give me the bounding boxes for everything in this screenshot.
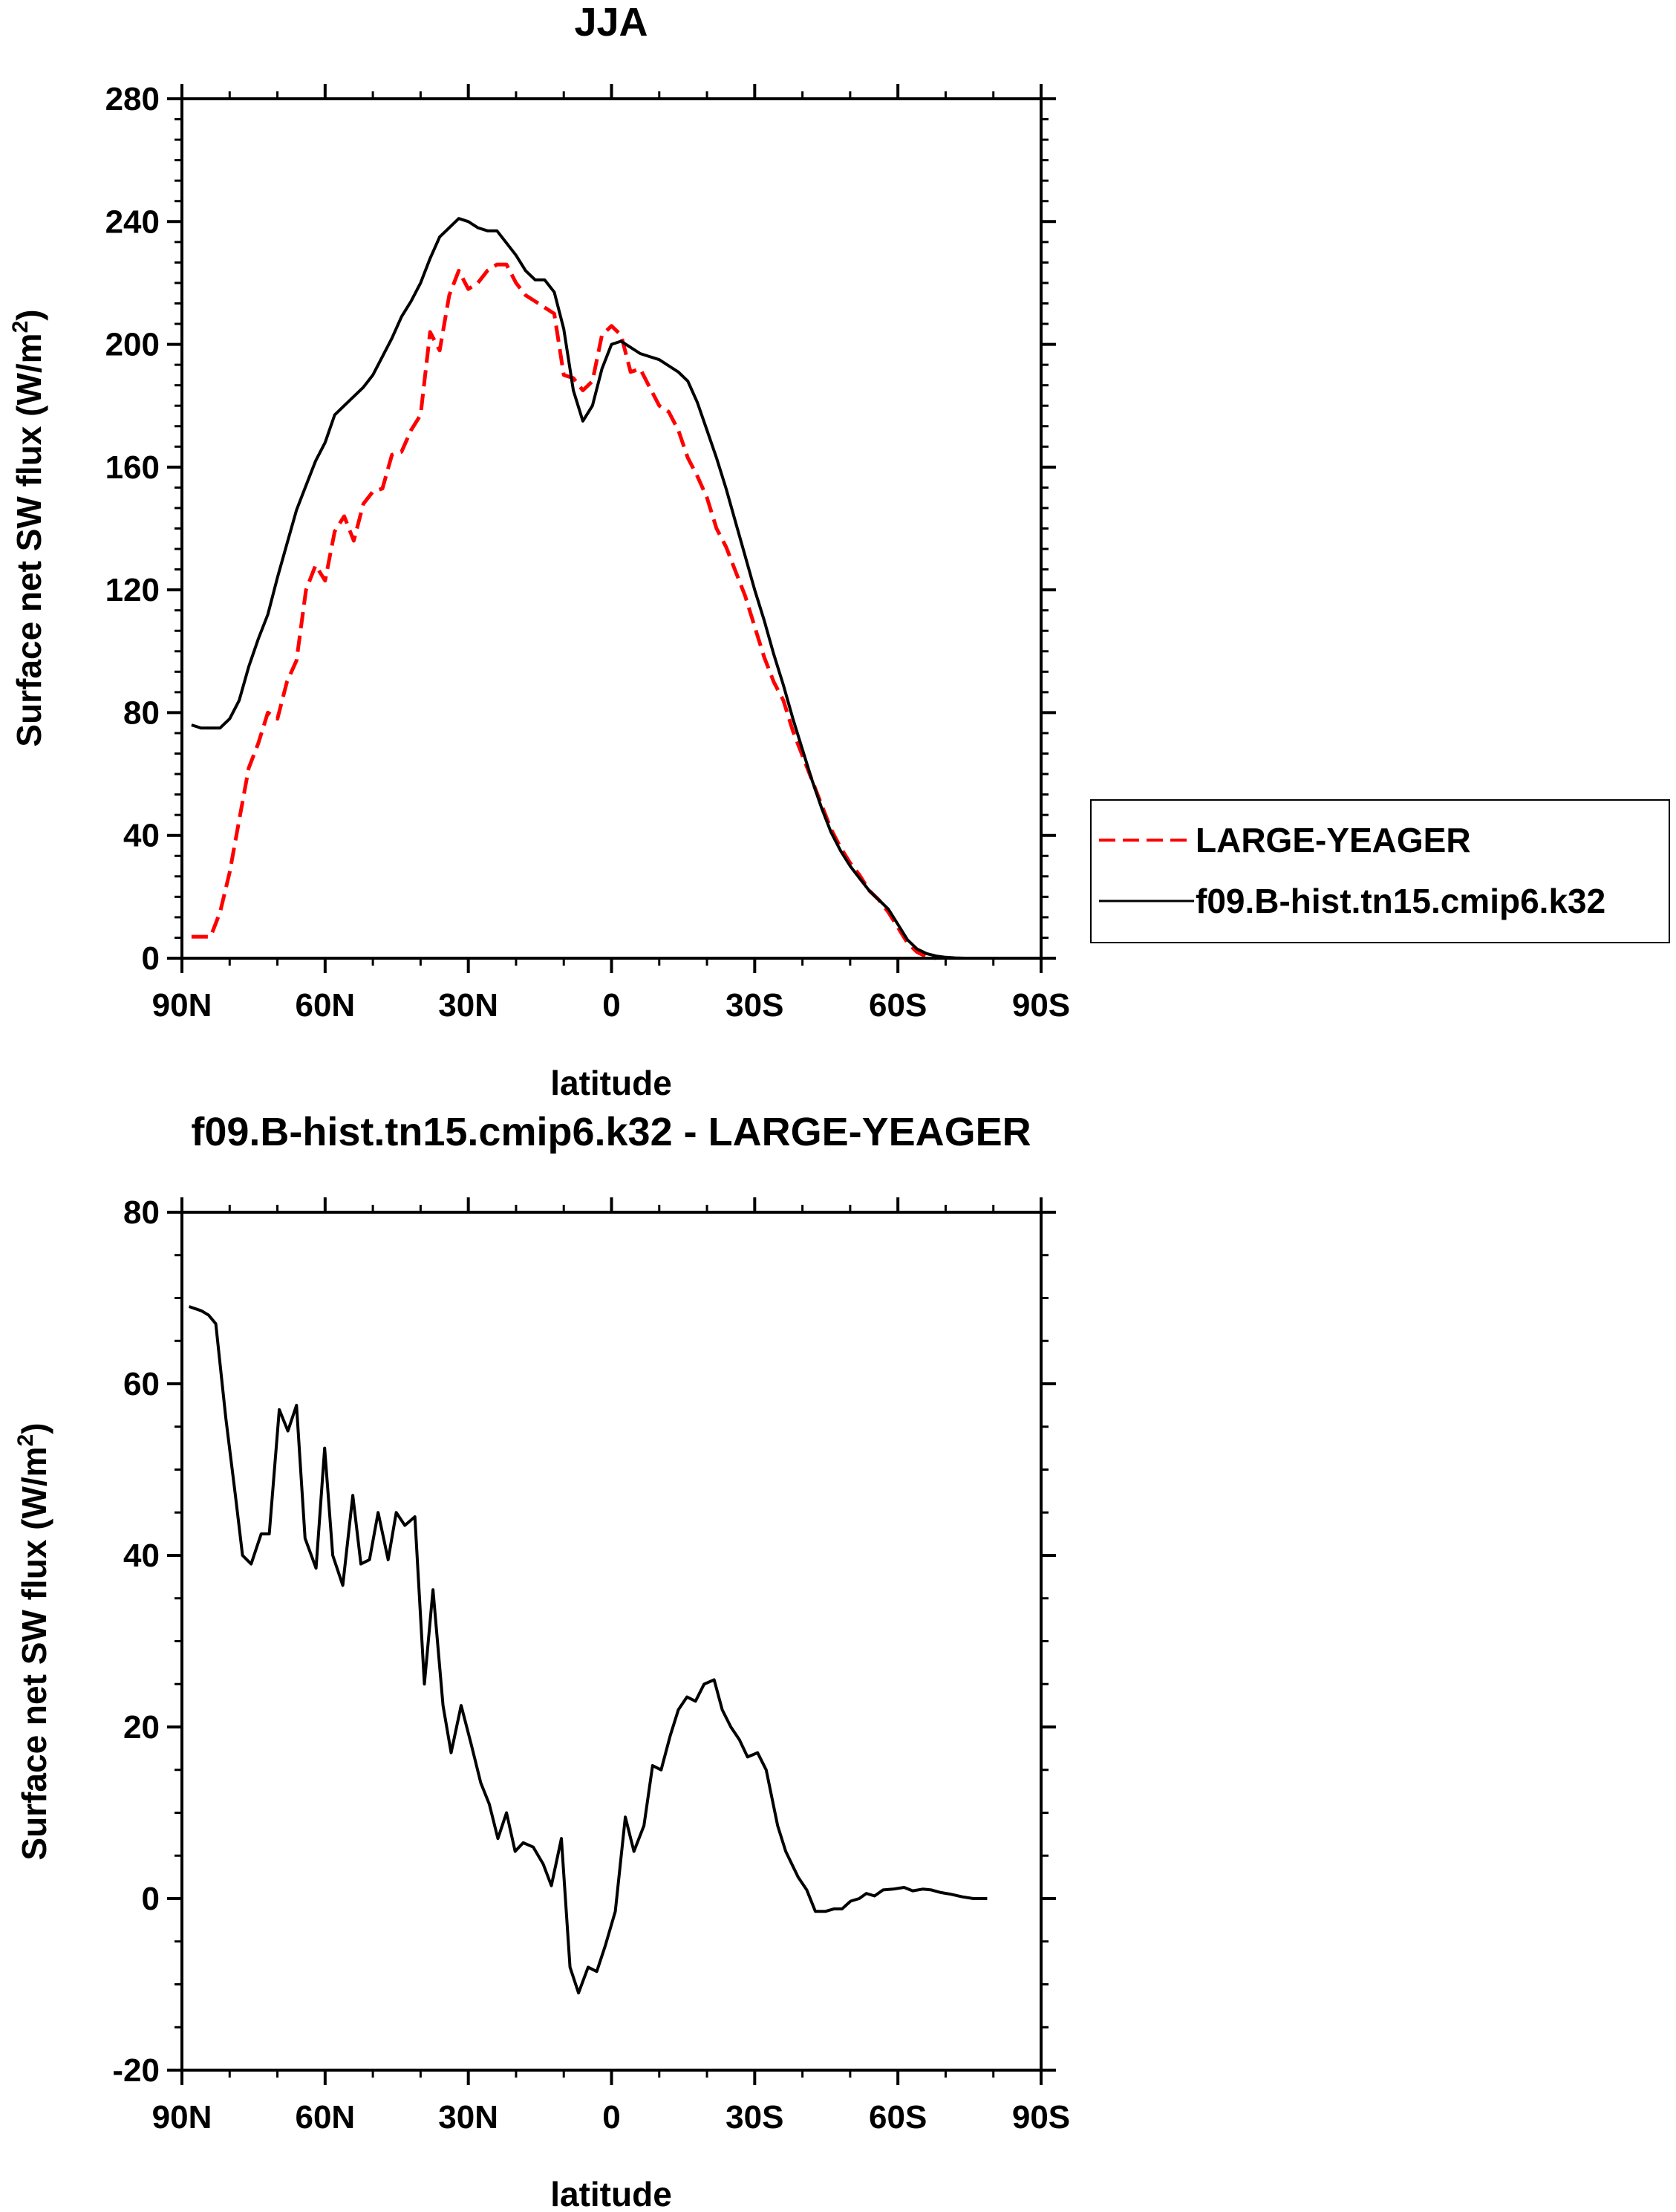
y-tick-label: 0 [142,1881,160,1917]
y-tick-label: 200 [105,327,160,363]
bottom-y-axis-title-close: ) [15,1422,53,1434]
x-tick-label: 30N [438,2099,498,2135]
series-line-large-yeager [191,262,937,960]
bottom-y-axis-title-sup: 2 [13,1434,38,1447]
bottom-plot-frame [180,1211,1043,2072]
top-plot-title: JJA [574,0,648,45]
top-y-axis-title-main: Surface net SW flux (W/m [10,333,48,746]
bottom-plot-title: f09.B-hist.tn15.cmip6.k32 - LARGE-YEAGER [191,1110,1031,1154]
y-tick-label: 40 [123,818,160,854]
top-plot-lines [191,217,1023,960]
y-tick-label: 60 [123,1366,160,1402]
x-tick-label: 90S [1012,2099,1070,2135]
x-tick-label: 60S [869,2099,927,2135]
x-tick-label: 30S [725,2099,783,2135]
legend-box [1090,799,1670,943]
legend-label-f09: f09.B-hist.tn15.cmip6.k32 [1196,882,1605,920]
top-plot-ticks: 90N 60N 30N 0 30S 60S 90S 0 40 80 120 160 200 240 280 [105,81,1071,1024]
bottom-plot: f09.B-hist.tn15.cmip6.k32 - LARGE-YEAGER… [13,1110,1070,2212]
series-line-f09-b-hist-tn15-cmip6-k32 [191,217,1023,960]
legend: LARGE-YEAGER f09.B-hist.tn15.cmip6.k32 [1090,799,1670,943]
top-y-axis-title-sup: 2 [8,321,33,334]
y-tick-label: 120 [105,572,160,608]
y-tick-label: 0 [142,940,160,977]
top-plot-frame [180,97,1043,960]
bottom-x-axis-title: latitude [550,2175,672,2212]
x-tick-label: 30N [438,987,498,1024]
bottom-y-axis-title-main: Surface net SW flux (W/m [15,1446,53,1860]
y-tick-label: 80 [123,1194,160,1231]
x-tick-label: 90N [152,987,212,1024]
y-tick-label: 240 [105,204,160,240]
x-tick-label: 90N [152,2099,212,2135]
x-tick-label: 90S [1012,987,1070,1024]
legend-label-large-yeager: LARGE-YEAGER [1196,821,1471,859]
top-y-axis-title-close: ) [10,309,48,320]
x-tick-label: 60N [295,2099,355,2135]
bottom-plot-lines [188,1305,988,1995]
series-line-difference [188,1305,988,1995]
x-tick-label: 30S [725,987,783,1024]
x-tick-label: 60S [869,987,927,1024]
y-tick-label: 80 [123,694,160,731]
bottom-y-axis-title: Surface net SW flux (W/m2) [13,1422,53,1860]
top-y-axis-title: Surface net SW flux (W/m2) [8,309,48,746]
y-tick-label: 40 [123,1538,160,1574]
x-tick-label: 0 [602,987,620,1024]
y-tick-label: 20 [123,1709,160,1746]
top-x-axis-title: latitude [550,1064,672,1102]
bottom-plot-ticks: 90N 60N 30N 0 30S 60S 90S -20 0 20 40 60 80 [112,1194,1070,2135]
y-tick-label: 280 [105,81,160,117]
x-tick-label: 0 [602,2099,620,2135]
y-tick-label: -20 [112,2052,160,2089]
x-tick-label: 60N [295,987,355,1024]
y-tick-label: 160 [105,449,160,486]
top-plot: JJA 90N 60N 30N 0 30S 60S 90S 0 40 80 120 160 200 240… [8,0,1070,1102]
